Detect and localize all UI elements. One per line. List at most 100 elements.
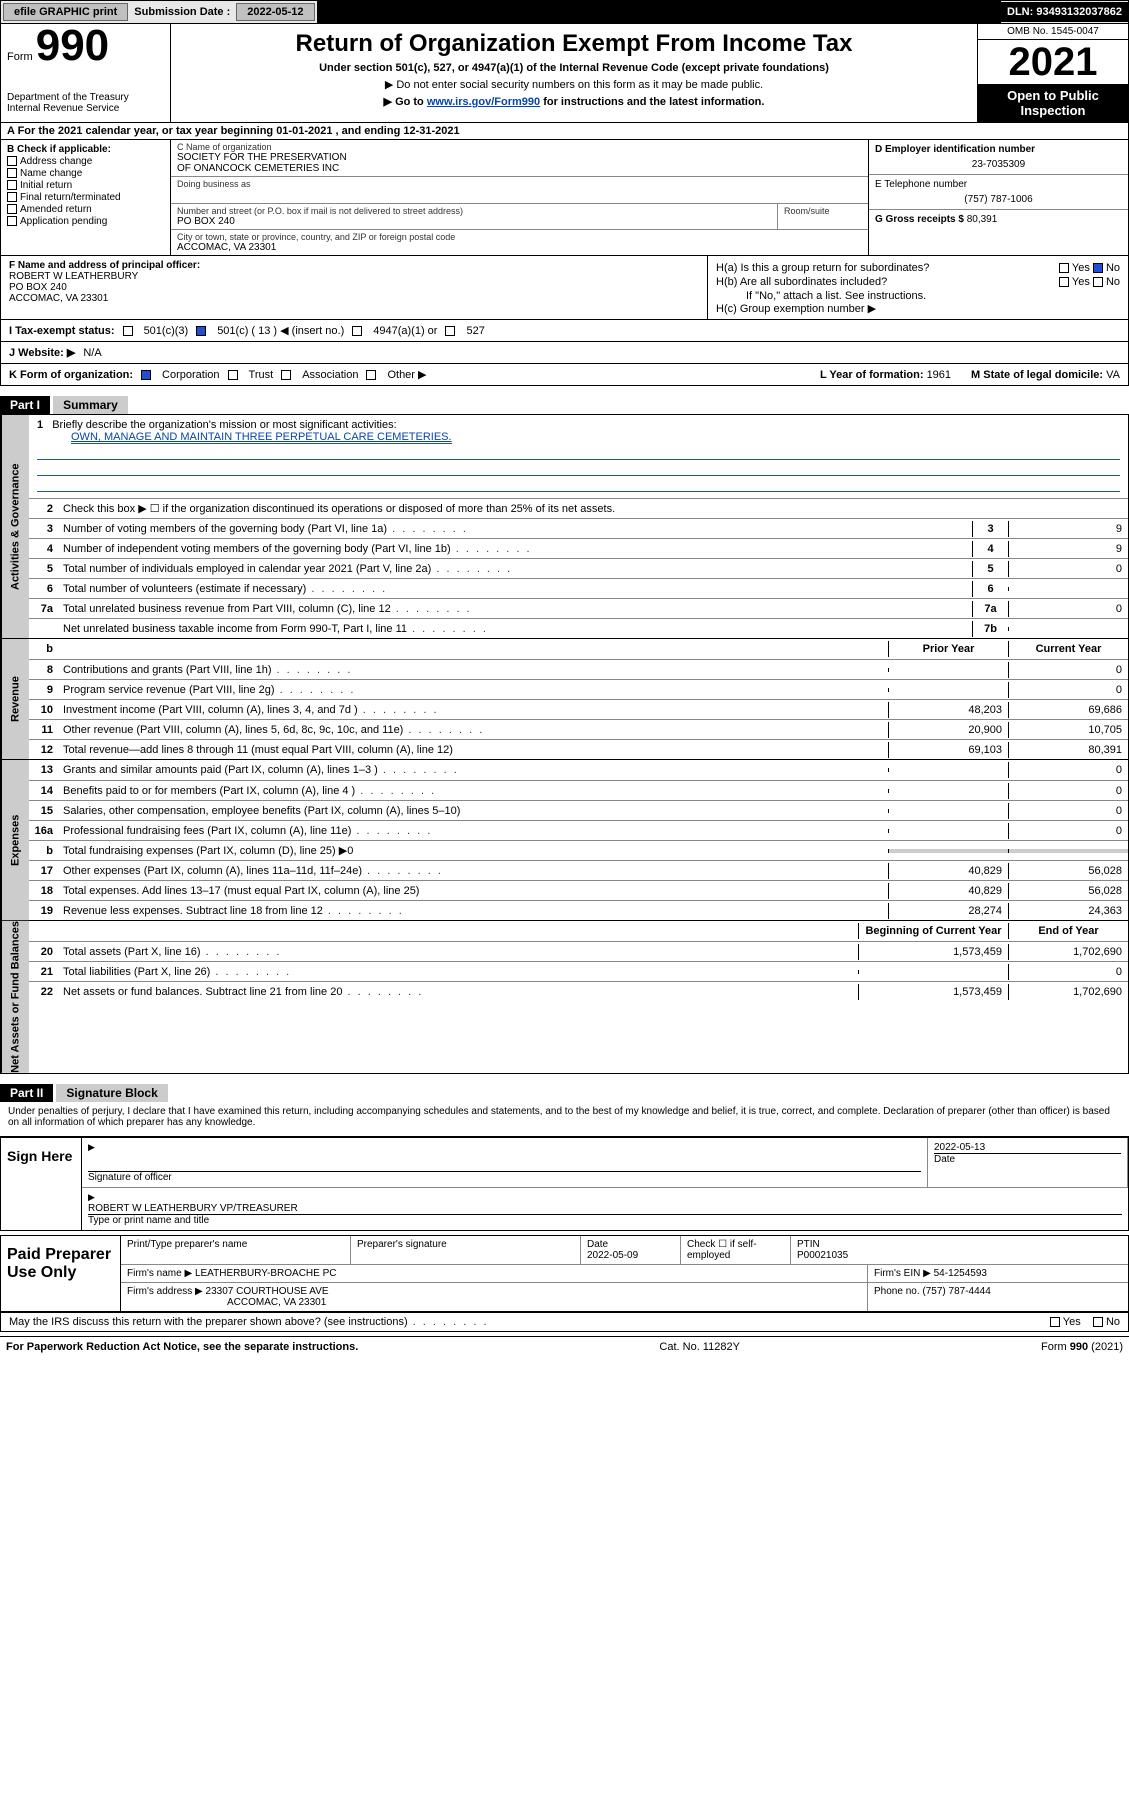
l20-text: Total assets (Part X, line 16) [59, 944, 858, 960]
box-de: D Employer identification number 23-7035… [868, 140, 1128, 255]
hdr-curr: Current Year [1008, 641, 1128, 657]
chk-assoc[interactable] [281, 370, 291, 380]
hdr-prior: Prior Year [888, 641, 1008, 657]
l13-curr: 0 [1008, 762, 1128, 778]
note-ssn: ▶ Do not enter social security numbers o… [181, 78, 967, 91]
chk-other[interactable] [366, 370, 376, 380]
l4-val: 9 [1008, 541, 1128, 557]
addr-label: Number and street (or P.O. box if mail i… [177, 206, 771, 216]
chk-amended[interactable]: Amended return [7, 204, 164, 215]
form-subtitle: Under section 501(c), 527, or 4947(a)(1)… [181, 62, 967, 74]
l2-text: Check this box ▶ ☐ if the organization d… [59, 500, 1128, 517]
opt-527: 527 [466, 325, 484, 337]
dba-label: Doing business as [177, 179, 862, 189]
chk-501c3[interactable] [123, 326, 133, 336]
c-name-label: C Name of organization [177, 142, 862, 152]
l8-text: Contributions and grants (Part VIII, lin… [59, 662, 888, 678]
name-label: Type or print name and title [88, 1214, 1122, 1226]
ptin-value: P00021035 [797, 1250, 848, 1261]
org-name-1: SOCIETY FOR THE PRESERVATION [177, 152, 862, 163]
row-j: J Website: ▶ N/A [0, 341, 1129, 363]
footer-right: Form 990 (2021) [1041, 1341, 1123, 1353]
hb-yes[interactable] [1059, 277, 1069, 287]
firm-ein: 54-1254593 [934, 1268, 987, 1279]
firm-phone: (757) 787-4444 [922, 1286, 990, 1297]
ha-no[interactable] [1093, 263, 1103, 273]
l12-curr: 80,391 [1008, 742, 1128, 758]
may-yes[interactable] [1050, 1317, 1060, 1327]
l1-text: Briefly describe the organization's miss… [52, 419, 396, 431]
submission-date: 2022-05-12 [236, 3, 314, 21]
hdr-end: End of Year [1008, 923, 1128, 939]
l19-prior: 28,274 [888, 903, 1008, 919]
l3-text: Number of voting members of the governin… [59, 521, 972, 537]
l6-text: Total number of volunteers (estimate if … [59, 581, 972, 597]
header-right: OMB No. 1545-0047 2021 Open to Public In… [978, 24, 1128, 122]
l13-prior [888, 768, 1008, 772]
chk-corp[interactable] [141, 370, 151, 380]
l20-beg: 1,573,459 [858, 944, 1008, 960]
l6-val [1008, 587, 1128, 591]
tax-year: 2021 [978, 40, 1128, 84]
l16b-prior [888, 849, 1008, 853]
header-mid: Return of Organization Exempt From Incom… [171, 24, 978, 122]
may-no[interactable] [1093, 1317, 1103, 1327]
chk-527[interactable] [445, 326, 455, 336]
opt-501c3: 501(c)(3) [144, 325, 189, 337]
vtab-expenses: Expenses [1, 760, 29, 920]
l14-curr: 0 [1008, 783, 1128, 799]
instructions-link[interactable]: www.irs.gov/Form990 [427, 96, 540, 108]
box-h: H(a) Is this a group return for subordin… [708, 256, 1128, 319]
website-value: N/A [83, 347, 101, 359]
form-header: Form 990 Department of the Treasury Inte… [0, 24, 1129, 123]
chk-pending[interactable]: Application pending [7, 216, 164, 227]
may-text: May the IRS discuss this return with the… [9, 1316, 489, 1328]
l21-beg [858, 970, 1008, 974]
l17-text: Other expenses (Part IX, column (A), lin… [59, 863, 888, 879]
l19-curr: 24,363 [1008, 903, 1128, 919]
officer-sig-label: Signature of officer [88, 1171, 921, 1183]
chk-name[interactable]: Name change [7, 168, 164, 179]
dln: DLN: 93493132037862 [1001, 2, 1128, 22]
hb-no[interactable] [1093, 277, 1103, 287]
chk-501c[interactable] [196, 326, 206, 336]
officer-addr1: PO BOX 240 [9, 282, 699, 293]
vtab-net: Net Assets or Fund Balances [1, 921, 29, 1073]
l12-prior: 69,103 [888, 742, 1008, 758]
part-ii-header: Part II Signature Block [0, 1074, 1129, 1102]
firm-name-label: Firm's name ▶ [127, 1268, 192, 1279]
form-title: Return of Organization Exempt From Incom… [181, 30, 967, 58]
may-discuss-row: May the IRS discuss this return with the… [0, 1312, 1129, 1332]
l22-end: 1,702,690 [1008, 984, 1128, 1000]
revenue-block: Revenue bPrior YearCurrent Year 8Contrib… [0, 639, 1129, 760]
l13-text: Grants and similar amounts paid (Part IX… [59, 762, 888, 778]
chk-initial[interactable]: Initial return [7, 180, 164, 191]
part-i-num: Part I [0, 396, 50, 414]
firm-ein-label: Firm's EIN ▶ [874, 1268, 931, 1279]
org-city: ACCOMAC, VA 23301 [177, 242, 862, 253]
vtab-governance: Activities & Governance [1, 415, 29, 638]
efile-button[interactable]: efile GRAPHIC print [3, 3, 128, 21]
row-i: I Tax-exempt status: 501(c)(3) 501(c) ( … [0, 319, 1129, 341]
l16b-curr [1008, 849, 1128, 853]
chk-trust[interactable] [228, 370, 238, 380]
m-label: M State of legal domicile: [971, 369, 1103, 381]
l10-text: Investment income (Part VIII, column (A)… [59, 702, 888, 718]
box-b-title: B Check if applicable: [7, 144, 164, 155]
signature-block: Sign Here Signature of officer 2022-05-1… [0, 1136, 1129, 1231]
chk-address[interactable]: Address change [7, 156, 164, 167]
firm-addr1: 23307 COURTHOUSE AVE [206, 1286, 329, 1297]
l7b-text: Net unrelated business taxable income fr… [59, 621, 972, 637]
chk-4947[interactable] [352, 326, 362, 336]
hb-label: H(b) Are all subordinates included? [716, 276, 887, 288]
chk-final[interactable]: Final return/terminated [7, 192, 164, 203]
l20-end: 1,702,690 [1008, 944, 1128, 960]
note-link: ▶ Go to www.irs.gov/Form990 for instruct… [181, 95, 967, 108]
l8-prior [888, 668, 1008, 672]
prep-date: 2022-05-09 [587, 1250, 638, 1261]
opt-4947: 4947(a)(1) or [373, 325, 437, 337]
l22-beg: 1,573,459 [858, 984, 1008, 1000]
sign-here-label: Sign Here [1, 1138, 81, 1230]
prep-date-label: Date [587, 1239, 608, 1250]
ha-yes[interactable] [1059, 263, 1069, 273]
